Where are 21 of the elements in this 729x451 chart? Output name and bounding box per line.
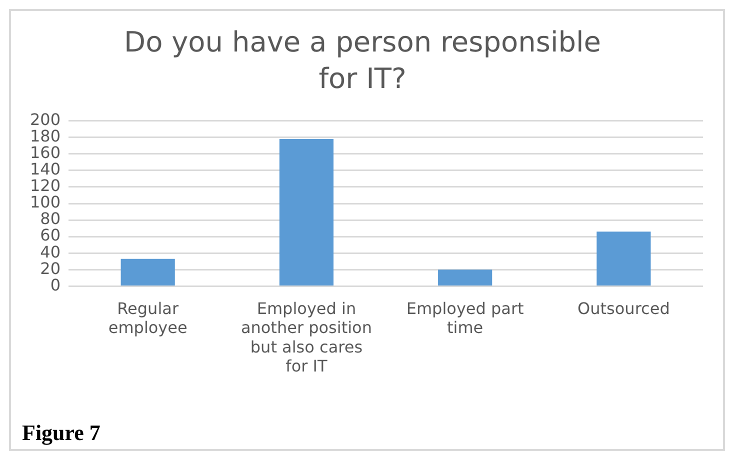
bar — [279, 138, 334, 286]
y-tick-label: 20 — [40, 258, 61, 278]
bar — [120, 258, 175, 286]
bar — [596, 232, 651, 286]
chart-title: Do you have a person responsible for IT? — [124, 25, 601, 95]
y-tick-label: 0 — [50, 275, 61, 294]
y-tick-label: 60 — [40, 226, 61, 245]
y-tick-label: 40 — [40, 242, 61, 262]
caption: Figure 7 — [22, 420, 100, 446]
y-tick-label: 80 — [40, 209, 61, 228]
y-tick-label: 120 — [30, 176, 61, 196]
y-tick-label: 100 — [30, 192, 61, 212]
y-tick-label: 160 — [30, 143, 61, 162]
x-tick-label: Employed in another position but also cares for IT — [240, 298, 372, 376]
bar — [438, 270, 492, 286]
y-tick-label: 200 — [30, 110, 61, 129]
x-tick-label: Regular employee — [108, 298, 188, 338]
x-tick-label: Employed part time — [406, 298, 524, 338]
y-tick-label: 180 — [30, 126, 61, 146]
y-tick-label: 140 — [30, 160, 61, 179]
x-tick-label: Outsourced — [578, 298, 670, 318]
